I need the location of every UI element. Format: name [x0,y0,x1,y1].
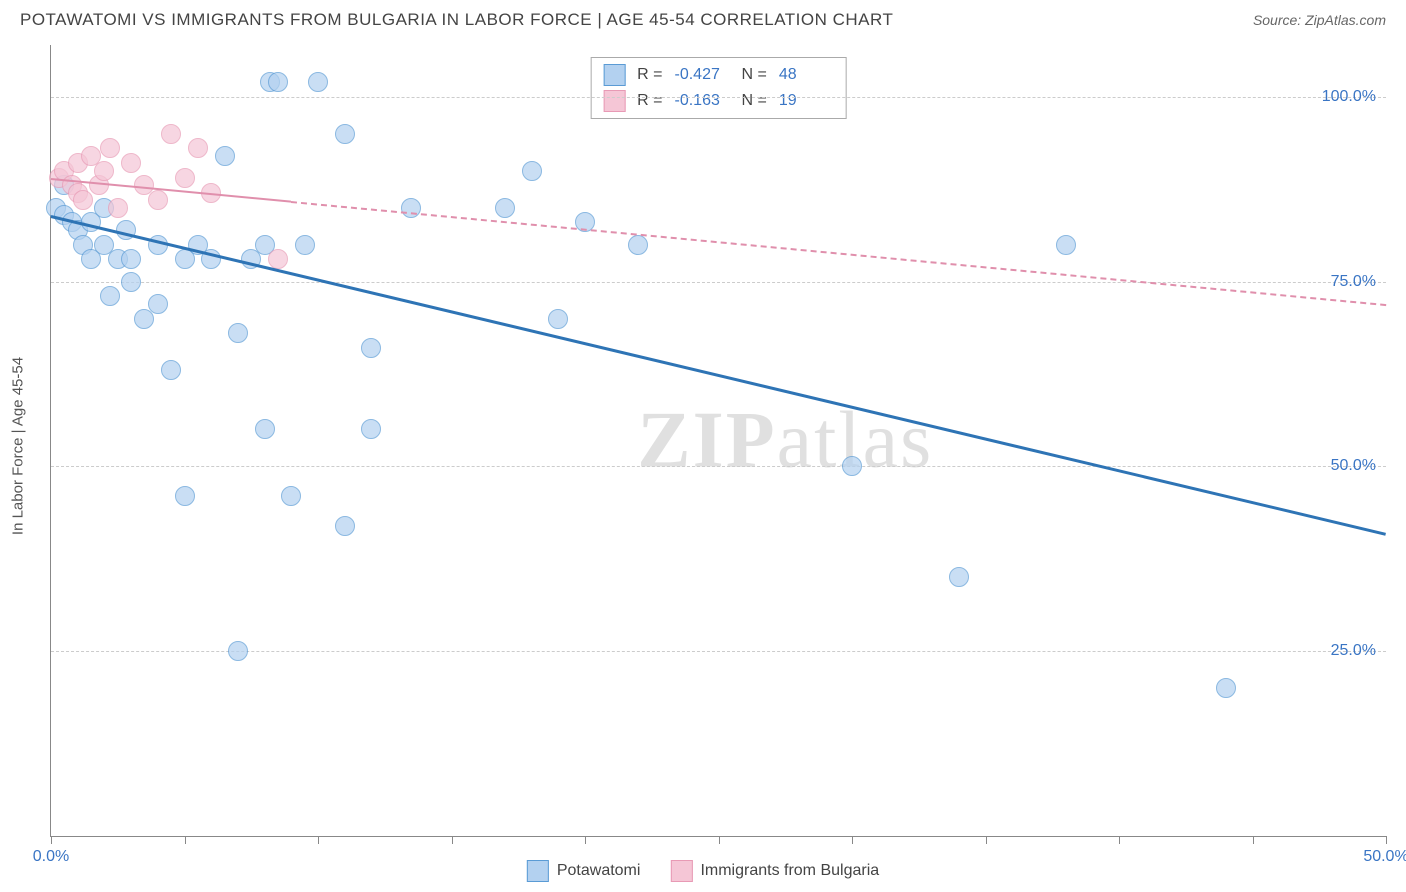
chart-plot-area: ZIPatlas R = -0.427 N = 48 R = -0.163 N = 1… [50,45,1386,837]
data-point [188,138,208,158]
data-point [548,309,568,329]
x-tick [1253,836,1254,844]
correlation-row: R = -0.427 N = 48 [603,62,834,88]
legend-label: Potawatomi [557,862,641,880]
data-point [215,146,235,166]
chart-title: POTAWATOMI VS IMMIGRANTS FROM BULGARIA I… [20,10,893,30]
correlation-r-label: R = [637,92,662,110]
correlation-row: R = -0.163 N = 19 [603,88,834,114]
legend-label: Immigrants from Bulgaria [700,862,879,880]
correlation-legend: R = -0.427 N = 48 R = -0.163 N = 19 [590,57,847,119]
data-point [108,198,128,218]
x-tick [719,836,720,844]
data-point [94,161,114,181]
y-tick-label: 100.0% [1322,88,1376,106]
data-point [295,235,315,255]
correlation-n-value: 48 [779,66,834,84]
data-point [100,138,120,158]
data-point [335,124,355,144]
data-point [361,419,381,439]
data-point [1056,235,1076,255]
correlation-r-value: -0.427 [675,66,730,84]
data-point [228,641,248,661]
data-point [73,190,93,210]
legend-item: Potawatomi [527,860,641,882]
data-point [255,419,275,439]
data-point [1216,678,1236,698]
data-point [281,486,301,506]
y-tick-label: 75.0% [1331,273,1376,291]
x-tick [852,836,853,844]
legend-swatch [527,860,549,882]
data-point [148,190,168,210]
legend-item: Immigrants from Bulgaria [670,860,879,882]
y-tick-label: 50.0% [1331,457,1376,475]
x-tick [1119,836,1120,844]
data-point [161,360,181,380]
data-point [522,161,542,181]
legend-swatch [603,64,625,86]
data-point [148,294,168,314]
y-axis-title: In Labor Force | Age 45-54 [10,357,27,535]
x-tick [585,836,586,844]
source-label: Source: ZipAtlas.com [1253,12,1386,28]
watermark-text: ZIPatlas [637,395,933,486]
data-point [175,486,195,506]
trend-line [51,215,1387,535]
data-point [495,198,515,218]
x-tick [318,836,319,844]
correlation-n-label: N = [742,66,767,84]
data-point [228,323,248,343]
gridline [51,282,1386,283]
data-point [175,168,195,188]
x-tick [51,836,52,844]
x-tick-label: 50.0% [1363,848,1406,866]
data-point [308,72,328,92]
data-point [628,235,648,255]
data-point [100,286,120,306]
legend-swatch [670,860,692,882]
data-point [361,338,381,358]
gridline [51,651,1386,652]
gridline [51,466,1386,467]
data-point [268,72,288,92]
correlation-r-value: -0.163 [675,92,730,110]
data-point [335,516,355,536]
data-point [121,249,141,269]
gridline [51,97,1386,98]
x-tick [185,836,186,844]
correlation-n-label: N = [742,92,767,110]
series-legend: Potawatomi Immigrants from Bulgaria [527,860,879,882]
correlation-r-label: R = [637,66,662,84]
data-point [949,567,969,587]
correlation-n-value: 19 [779,92,834,110]
data-point [842,456,862,476]
data-point [161,124,181,144]
x-tick [986,836,987,844]
x-tick [1386,836,1387,844]
trend-line [291,201,1386,306]
data-point [121,272,141,292]
data-point [121,153,141,173]
x-tick-label: 0.0% [33,848,69,866]
legend-swatch [603,90,625,112]
x-tick [452,836,453,844]
y-tick-label: 25.0% [1331,642,1376,660]
